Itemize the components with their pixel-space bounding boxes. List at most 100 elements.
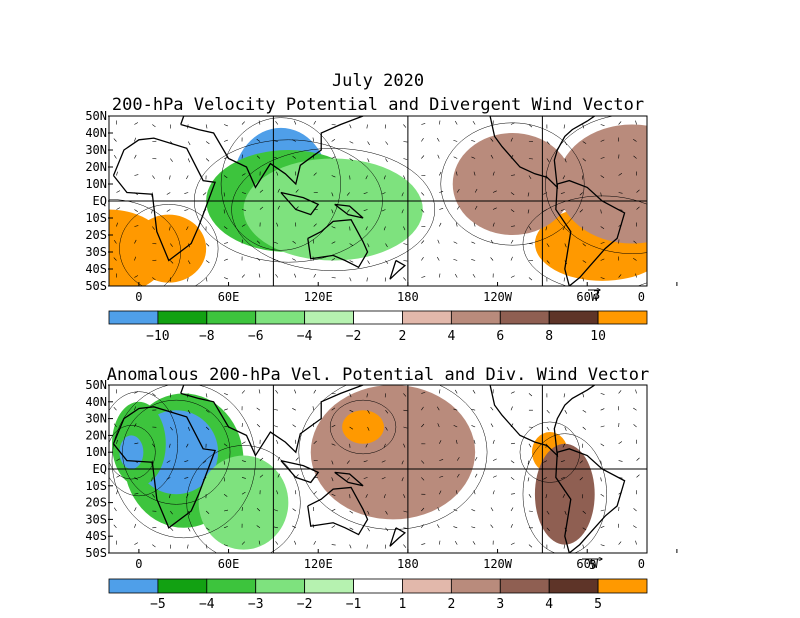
lat-label: 30S bbox=[85, 245, 107, 259]
velocity-potential-map: 200-hPa Velocity Potential and Divergent… bbox=[85, 95, 678, 344]
wind-vector bbox=[600, 209, 602, 214]
wind-vector bbox=[134, 256, 137, 261]
wind-vector bbox=[510, 122, 515, 125]
coastline bbox=[489, 116, 596, 190]
bottom-colorbar bbox=[108, 578, 648, 594]
top-coastlines bbox=[112, 116, 626, 286]
wind-vector bbox=[273, 259, 278, 261]
wind-vector bbox=[367, 410, 370, 414]
wind-vector bbox=[292, 258, 296, 261]
wind-vector bbox=[381, 460, 386, 463]
wind-vector bbox=[633, 407, 637, 411]
wind-vector bbox=[241, 390, 245, 394]
wind-vector bbox=[600, 425, 605, 428]
wind-vector bbox=[313, 273, 316, 278]
wind-vector bbox=[365, 494, 368, 498]
wind-vector bbox=[560, 209, 565, 211]
wind-vector bbox=[277, 205, 280, 210]
wind-vector bbox=[331, 525, 336, 529]
colorbar-swatch bbox=[255, 578, 306, 594]
wind-vector bbox=[383, 443, 386, 448]
wind-vector bbox=[273, 409, 278, 411]
wind-vector bbox=[152, 124, 156, 128]
colorbar-label: 10 bbox=[590, 329, 606, 344]
colorbar-swatch bbox=[499, 578, 550, 594]
contour-line bbox=[545, 116, 647, 254]
wind-vector bbox=[276, 490, 279, 495]
wind-vector bbox=[543, 209, 548, 212]
wind-vector bbox=[223, 139, 228, 142]
wind-vector bbox=[275, 390, 279, 394]
wind-vector bbox=[455, 222, 458, 227]
wind-vector bbox=[437, 423, 440, 428]
bottom-panel-title: Anomalous 200-hPa Vel. Potential and Div… bbox=[107, 365, 649, 385]
wind-vector bbox=[312, 406, 315, 411]
top-panel-title: 200-hPa Velocity Potential and Divergent… bbox=[112, 95, 644, 115]
wind-vector bbox=[256, 525, 261, 529]
wind-vector bbox=[421, 155, 425, 159]
wind-vector bbox=[202, 460, 207, 464]
wind-vector bbox=[403, 443, 406, 448]
wind-vector bbox=[471, 140, 476, 142]
wind-vector bbox=[313, 540, 316, 545]
lat-label: 50N bbox=[85, 109, 107, 123]
lon-label: 60E bbox=[218, 557, 240, 571]
wind-vector bbox=[635, 120, 637, 125]
wind-vector bbox=[187, 410, 191, 414]
colorbar-swatch bbox=[548, 578, 599, 594]
wind-vector bbox=[560, 477, 565, 479]
wind-vector bbox=[471, 156, 476, 159]
wind-vector bbox=[633, 258, 637, 261]
wind-vector bbox=[527, 477, 530, 482]
wind-vector bbox=[562, 226, 566, 231]
wind-vector bbox=[582, 277, 585, 282]
wind-vector bbox=[600, 408, 605, 411]
wind-vector bbox=[241, 239, 243, 244]
wind-vector bbox=[152, 393, 156, 397]
wind-vector bbox=[116, 475, 121, 478]
wind-vector bbox=[510, 406, 513, 411]
wind-vector bbox=[453, 258, 458, 261]
colorbar-swatch bbox=[206, 578, 257, 594]
wind-vector bbox=[618, 460, 623, 462]
wind-vector bbox=[292, 155, 296, 159]
wind-vector bbox=[292, 139, 296, 142]
wind-vector bbox=[618, 441, 623, 445]
wind-vector bbox=[474, 205, 478, 210]
wind-vector bbox=[134, 137, 137, 142]
wind-vector bbox=[205, 124, 208, 129]
wind-vector bbox=[421, 543, 426, 545]
wind-vector bbox=[437, 154, 440, 159]
wind-vector bbox=[403, 260, 408, 262]
wind-vector bbox=[403, 409, 408, 412]
lat-label: 40S bbox=[85, 529, 107, 543]
wind-vector bbox=[439, 475, 444, 478]
coastline bbox=[389, 527, 407, 547]
wind-vector bbox=[187, 527, 191, 532]
wind-vector bbox=[439, 222, 442, 227]
wind-vector bbox=[205, 544, 208, 549]
wind-vector bbox=[349, 243, 354, 246]
coastline bbox=[180, 385, 364, 457]
wind-vector bbox=[256, 508, 261, 512]
wind-vector bbox=[600, 509, 605, 512]
coastline bbox=[280, 459, 320, 484]
contour-line bbox=[119, 204, 219, 286]
wind-vector bbox=[331, 241, 336, 244]
wind-vector bbox=[224, 242, 229, 244]
wind-vector bbox=[401, 477, 404, 482]
lon-label: 0 bbox=[638, 557, 645, 571]
wind-vector bbox=[385, 410, 389, 414]
wind-vector bbox=[636, 474, 640, 478]
wind-vector bbox=[564, 158, 567, 163]
wind-vector bbox=[421, 209, 425, 213]
wind-vector bbox=[636, 206, 640, 210]
wind-vector bbox=[113, 138, 117, 142]
wind-vector bbox=[223, 258, 228, 261]
wind-vector bbox=[474, 456, 478, 461]
wind-vector bbox=[401, 192, 404, 197]
wind-vector bbox=[169, 175, 171, 180]
wind-vector bbox=[241, 173, 246, 176]
wind-vector bbox=[492, 171, 495, 176]
wind-vector bbox=[134, 391, 139, 394]
